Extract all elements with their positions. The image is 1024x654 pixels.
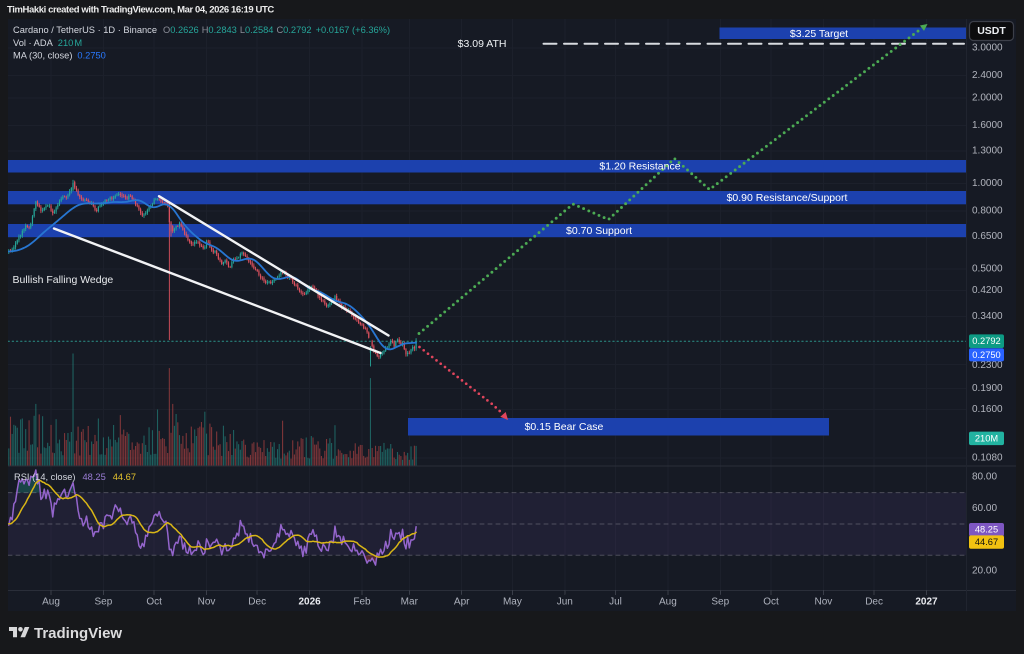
svg-text:May: May (503, 597, 522, 608)
svg-text:Jul: Jul (609, 597, 622, 608)
svg-text:2027: 2027 (915, 597, 938, 608)
svg-text:Apr: Apr (454, 597, 470, 608)
svg-text:0.6500: 0.6500 (972, 231, 1003, 242)
svg-text:$0.90 Resistance/Support: $0.90 Resistance/Support (727, 192, 848, 204)
svg-text:1.0000: 1.0000 (972, 178, 1003, 189)
svg-text:Aug: Aug (42, 597, 60, 608)
svg-text:Aug: Aug (659, 597, 677, 608)
svg-text:1.6000: 1.6000 (972, 120, 1003, 131)
svg-text:USDT: USDT (977, 25, 1006, 37)
svg-text:Mar: Mar (401, 597, 419, 608)
svg-text:210M: 210M (975, 433, 998, 443)
svg-text:0.2750: 0.2750 (972, 350, 1000, 360)
svg-text:44.67: 44.67 (975, 537, 998, 547)
svg-text:0.8000: 0.8000 (972, 206, 1003, 217)
svg-text:$3.25 Target: $3.25 Target (790, 28, 848, 40)
svg-text:$0.70 Support: $0.70 Support (566, 225, 632, 237)
svg-text:3.0000: 3.0000 (972, 43, 1003, 54)
svg-text:0.2300: 0.2300 (972, 360, 1003, 371)
svg-text:Sep: Sep (95, 597, 113, 608)
svg-text:$1.20 Resistance: $1.20 Resistance (599, 160, 680, 172)
svg-text:Feb: Feb (353, 597, 371, 608)
svg-text:2026: 2026 (298, 597, 321, 608)
svg-text:60.00: 60.00 (972, 503, 997, 514)
svg-text:$3.09 ATH: $3.09 ATH (458, 38, 507, 50)
svg-text:0.1080: 0.1080 (972, 452, 1003, 463)
svg-text:Jun: Jun (557, 597, 573, 608)
svg-text:MA (30, close)0.2750: MA (30, close) 0.2750 (13, 51, 106, 61)
svg-text:0.2792: 0.2792 (972, 336, 1000, 346)
svg-text:Sep: Sep (711, 597, 729, 608)
svg-text:$0.15 Bear Case: $0.15 Bear Case (525, 421, 604, 433)
svg-text:Oct: Oct (763, 597, 779, 608)
svg-text:Nov: Nov (198, 597, 216, 608)
svg-text:Bullish Falling Wedge: Bullish Falling Wedge (13, 274, 114, 286)
svg-text:TimHakki created with TradingV: TimHakki created with TradingView.com, M… (7, 5, 274, 16)
svg-text:0.1600: 0.1600 (972, 404, 1003, 415)
svg-text:Oct: Oct (146, 597, 162, 608)
svg-text:Nov: Nov (815, 597, 833, 608)
svg-text:2.4000: 2.4000 (972, 70, 1003, 81)
svg-text:20.00: 20.00 (972, 566, 997, 577)
svg-text:Dec: Dec (248, 597, 266, 608)
svg-text:0.5000: 0.5000 (972, 264, 1003, 275)
svg-text:0.3400: 0.3400 (972, 311, 1003, 322)
svg-text:0.4200: 0.4200 (972, 285, 1003, 296)
svg-text:Dec: Dec (865, 597, 883, 608)
svg-text:TradingView: TradingView (34, 625, 122, 642)
svg-text:1.3000: 1.3000 (972, 146, 1003, 157)
svg-text:Cardano / TetherUS · 1D · Bina: Cardano / TetherUS · 1D · Binance O0.2626… (13, 25, 390, 35)
svg-text:80.00: 80.00 (972, 472, 997, 483)
svg-text:0.1900: 0.1900 (972, 383, 1003, 394)
svg-text:48.25: 48.25 (975, 525, 998, 535)
svg-text:2.0000: 2.0000 (972, 93, 1003, 104)
